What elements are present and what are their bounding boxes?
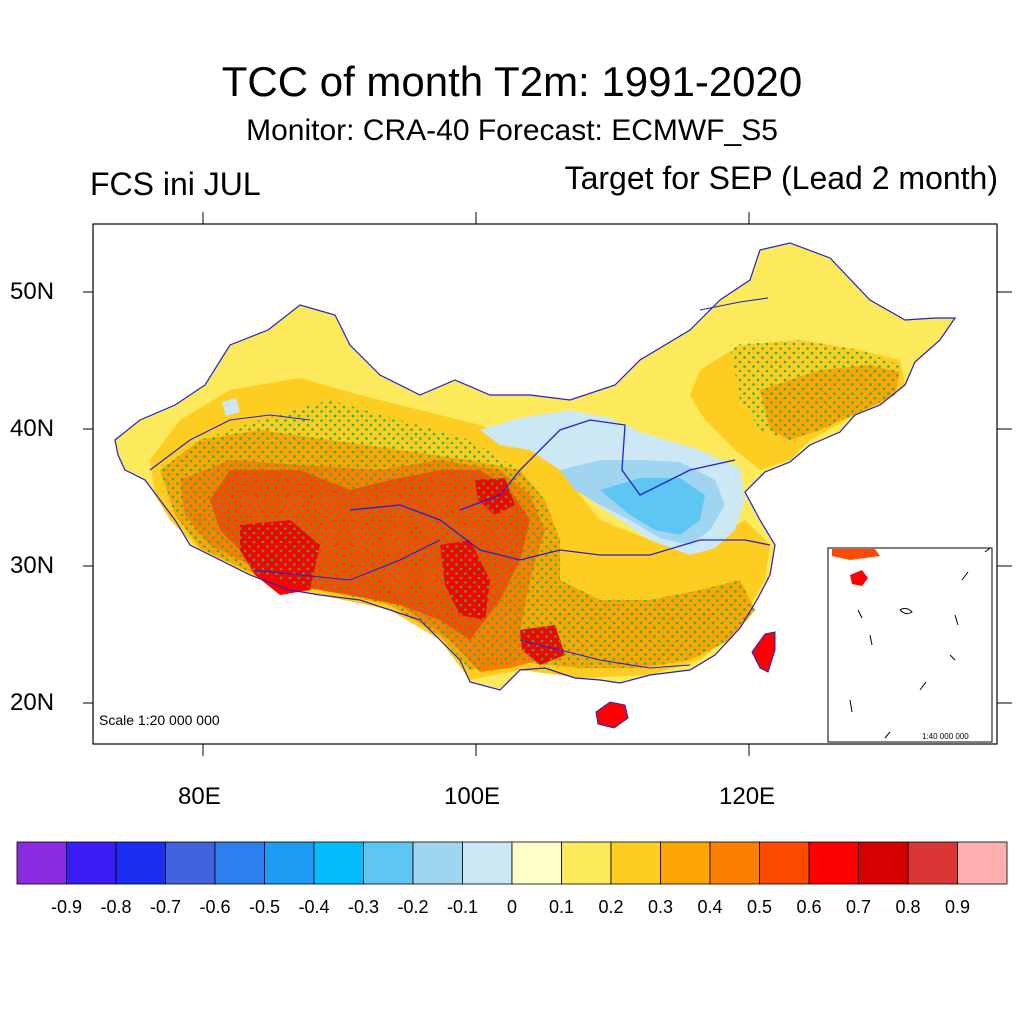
country-boundary (114, 242, 957, 691)
colorbar-swatch (759, 841, 810, 885)
colorbar-swatch (462, 841, 513, 885)
taiwan-island (751, 631, 776, 673)
yellow-river (459, 419, 736, 511)
target-label: Target for SEP (Lead 2 month) (564, 160, 998, 196)
tarim-river (149, 414, 311, 471)
colorbar-tick-label: -0.9 (50, 897, 83, 917)
south-china-sea-inset (827, 547, 993, 743)
colorbar-swatch (660, 841, 711, 885)
colorbar-swatch (165, 841, 216, 885)
colorbar-swatch (214, 841, 265, 885)
lat-label-20n: 20N (10, 689, 55, 716)
colorbar-tick-label: -0.7 (149, 897, 182, 917)
yangtze-river (349, 504, 771, 561)
colorbar-tick-label: 0.5 (746, 897, 773, 917)
initialization-label: FCS ini JUL (90, 166, 261, 202)
colorbar-swatch (363, 841, 414, 885)
colorbar-tick-label: 0.7 (845, 897, 872, 917)
lat-label-40n: 40N (10, 415, 55, 442)
colorbar-swatch (313, 841, 364, 885)
colorbar-swatch (264, 841, 315, 885)
figure-title: TCC of month T2m: 1991-2020 (221, 58, 803, 105)
colorbar-swatch (957, 841, 1008, 885)
blue-region-inner (600, 478, 705, 535)
colorbar-tick-label: -0.4 (298, 897, 330, 917)
west-light-patch (222, 398, 240, 416)
colorbar-tick-label: 0.2 (598, 897, 624, 917)
colorbar-tick-label: 0.8 (895, 897, 921, 917)
colorbar-swatch (412, 841, 463, 885)
colorbar-tick-label: 0.1 (548, 897, 575, 917)
colorbar-tick-label: 0.4 (697, 897, 723, 917)
axis-ticks (83, 212, 1012, 756)
colorbar-swatch (808, 841, 859, 885)
colorbar-swatch (858, 841, 909, 885)
colorbar-tick-label: 0.3 (647, 897, 674, 917)
colorbar-tick-label: 0 (506, 897, 518, 917)
inset-scale-label: 1:40 000 000 (922, 732, 969, 741)
colorbar-tick-label: -0.2 (397, 897, 429, 917)
lon-label-80e: 80E (178, 783, 221, 810)
colorbar-tick-label: 0.6 (796, 897, 822, 917)
colorbar-swatch (709, 841, 760, 885)
colorbar (16, 841, 1008, 885)
stipple-west (160, 400, 755, 670)
colorbar-swatch (511, 841, 562, 885)
colorbar-tick-label: -0.6 (199, 897, 231, 917)
colorbar-swatch (16, 841, 67, 885)
colorbar-swatch (115, 841, 166, 885)
lat-label-50n: 50N (10, 278, 55, 305)
lat-label-30n: 30N (10, 552, 55, 579)
heilongjiang-river (699, 297, 769, 311)
southwest-river (254, 539, 441, 581)
lon-label-100e: 100E (444, 783, 501, 810)
lon-label-120e: 120E (719, 783, 776, 810)
colorbar-tick-label: -0.3 (347, 897, 380, 917)
hainan-island (595, 701, 629, 729)
colorbar-swatch (610, 841, 661, 885)
china-field (114, 242, 957, 729)
pearl-river (519, 639, 691, 669)
colorbar-tick-label: 0.9 (944, 897, 971, 917)
colorbar-swatch (907, 841, 958, 885)
colorbar-tick-label: -0.1 (446, 897, 479, 917)
scale-label: Scale 1:20 000 000 (99, 712, 220, 728)
colorbar-tick-label: -0.5 (248, 897, 281, 917)
figure-subtitle: Monitor: CRA-40 Forecast: ECMWF_S5 (246, 114, 778, 147)
colorbar-tick-label: -0.8 (100, 897, 132, 917)
colorbar-swatch (66, 841, 117, 885)
colorbar-swatch (561, 841, 612, 885)
stipple-northeast (730, 340, 900, 440)
